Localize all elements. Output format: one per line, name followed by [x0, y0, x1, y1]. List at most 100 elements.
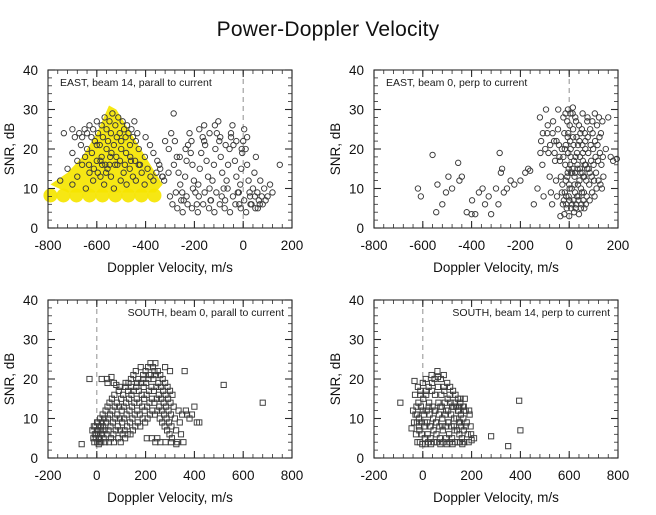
data-point	[219, 169, 226, 176]
data-point	[86, 169, 93, 176]
data-point	[88, 149, 96, 157]
data-point	[256, 201, 263, 208]
data-point	[593, 122, 601, 129]
data-point	[109, 110, 116, 117]
data-point	[245, 177, 252, 184]
data-point	[460, 427, 467, 434]
data-point	[175, 407, 182, 414]
data-point	[562, 141, 569, 149]
data-point	[579, 157, 587, 165]
data-point	[132, 368, 139, 375]
data-point	[595, 177, 602, 184]
data-point	[565, 149, 572, 157]
data-point	[180, 197, 187, 204]
data-point	[485, 193, 492, 200]
data-point	[187, 149, 194, 157]
data-point	[456, 177, 463, 184]
data-point	[442, 189, 450, 196]
data-point	[542, 145, 549, 153]
data-point	[511, 181, 518, 188]
data-point	[116, 157, 124, 165]
data-point	[86, 375, 93, 383]
data-point	[567, 110, 574, 117]
data-point	[569, 133, 577, 141]
data-point	[613, 155, 620, 163]
data-point	[108, 149, 115, 157]
data-point	[104, 415, 112, 422]
data-point	[573, 133, 580, 141]
data-point	[479, 185, 486, 192]
highlight-scallop	[69, 188, 84, 203]
y-tick-label: 30	[23, 103, 38, 118]
data-point	[179, 189, 186, 196]
data-point	[413, 403, 420, 410]
data-point	[549, 118, 557, 125]
data-point	[460, 403, 467, 410]
x-tick-label: 400	[183, 468, 206, 483]
data-point	[592, 169, 600, 176]
data-point	[599, 153, 607, 161]
data-point	[91, 137, 99, 145]
data-point	[472, 211, 479, 218]
data-point	[166, 368, 174, 375]
data-point	[112, 415, 119, 422]
data-point	[133, 379, 141, 387]
data-point	[115, 387, 122, 394]
data-point	[422, 375, 429, 383]
data-point	[176, 419, 183, 426]
y-tick-label: 40	[349, 63, 364, 78]
data-point	[93, 157, 100, 165]
data-point	[207, 197, 214, 204]
data-point	[450, 423, 458, 430]
y-tick-label: 10	[23, 182, 38, 197]
data-point	[492, 185, 500, 192]
data-point	[575, 122, 583, 129]
data-point	[587, 126, 594, 133]
data-point	[179, 209, 186, 216]
x-tick-label: 600	[232, 468, 255, 483]
data-point	[134, 130, 141, 137]
data-point	[594, 157, 602, 165]
data-point	[122, 379, 129, 387]
data-point	[153, 395, 160, 402]
panel-east-beam0-plot: -800 -600 -400 -200 0 200 0 10 20 30 40 Doppler Vel…	[328, 63, 629, 275]
data-point	[252, 205, 259, 212]
data-point	[132, 177, 140, 184]
data-point	[224, 185, 231, 192]
data-point	[169, 201, 176, 208]
data-point	[558, 145, 566, 153]
data-point	[135, 145, 142, 153]
data-point	[590, 177, 598, 184]
data-point	[539, 130, 547, 137]
data-point	[605, 114, 612, 121]
data-point	[226, 209, 234, 216]
data-point	[171, 415, 178, 422]
data-point	[98, 375, 105, 383]
data-point	[76, 130, 83, 137]
data-point	[170, 403, 177, 410]
data-point	[169, 391, 176, 398]
data-point	[166, 193, 174, 200]
data-point	[201, 141, 209, 149]
data-point	[220, 381, 227, 388]
data-point	[100, 181, 108, 188]
data-point	[183, 157, 190, 165]
data-point	[443, 407, 450, 414]
data-point	[104, 137, 112, 145]
panel-south-beam0-plot: -200 0 200 400 600 800 0 10 20 30 40 Doppler Veloci…	[2, 293, 303, 505]
data-point	[146, 371, 153, 379]
data-point	[466, 411, 473, 418]
data-point	[127, 383, 135, 390]
data-point	[199, 133, 206, 141]
data-point	[238, 145, 245, 153]
data-point	[574, 141, 582, 149]
x-axis-title: Doppler Velocity, m/s	[107, 260, 233, 275]
data-point	[544, 122, 551, 129]
data-point	[88, 133, 95, 141]
data-point	[488, 433, 495, 440]
data-point	[481, 201, 489, 208]
data-point	[211, 209, 218, 216]
data-point	[578, 189, 586, 196]
data-point	[243, 133, 251, 141]
data-point	[536, 114, 544, 121]
